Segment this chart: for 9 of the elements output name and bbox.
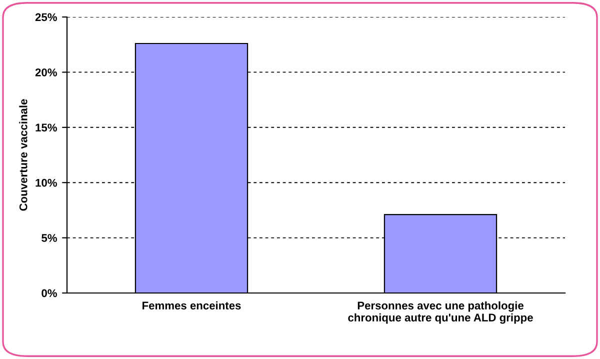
x-tick-label: Personnes avec une pathologie chronique autre qu'une ALD grippe (348, 301, 533, 324)
y-tick-label: 20% (35, 68, 57, 76)
y-axis-title: Couverture vaccinale (19, 99, 28, 211)
y-tick-label: 0% (42, 289, 57, 298)
y-tick-label: 25% (35, 13, 57, 22)
y-tick-label: 10% (36, 178, 57, 187)
y-tick-label: 15% (36, 124, 57, 132)
y-tick-label: 5% (42, 234, 57, 242)
x-tick-label: Femmes enceintes (142, 301, 241, 310)
